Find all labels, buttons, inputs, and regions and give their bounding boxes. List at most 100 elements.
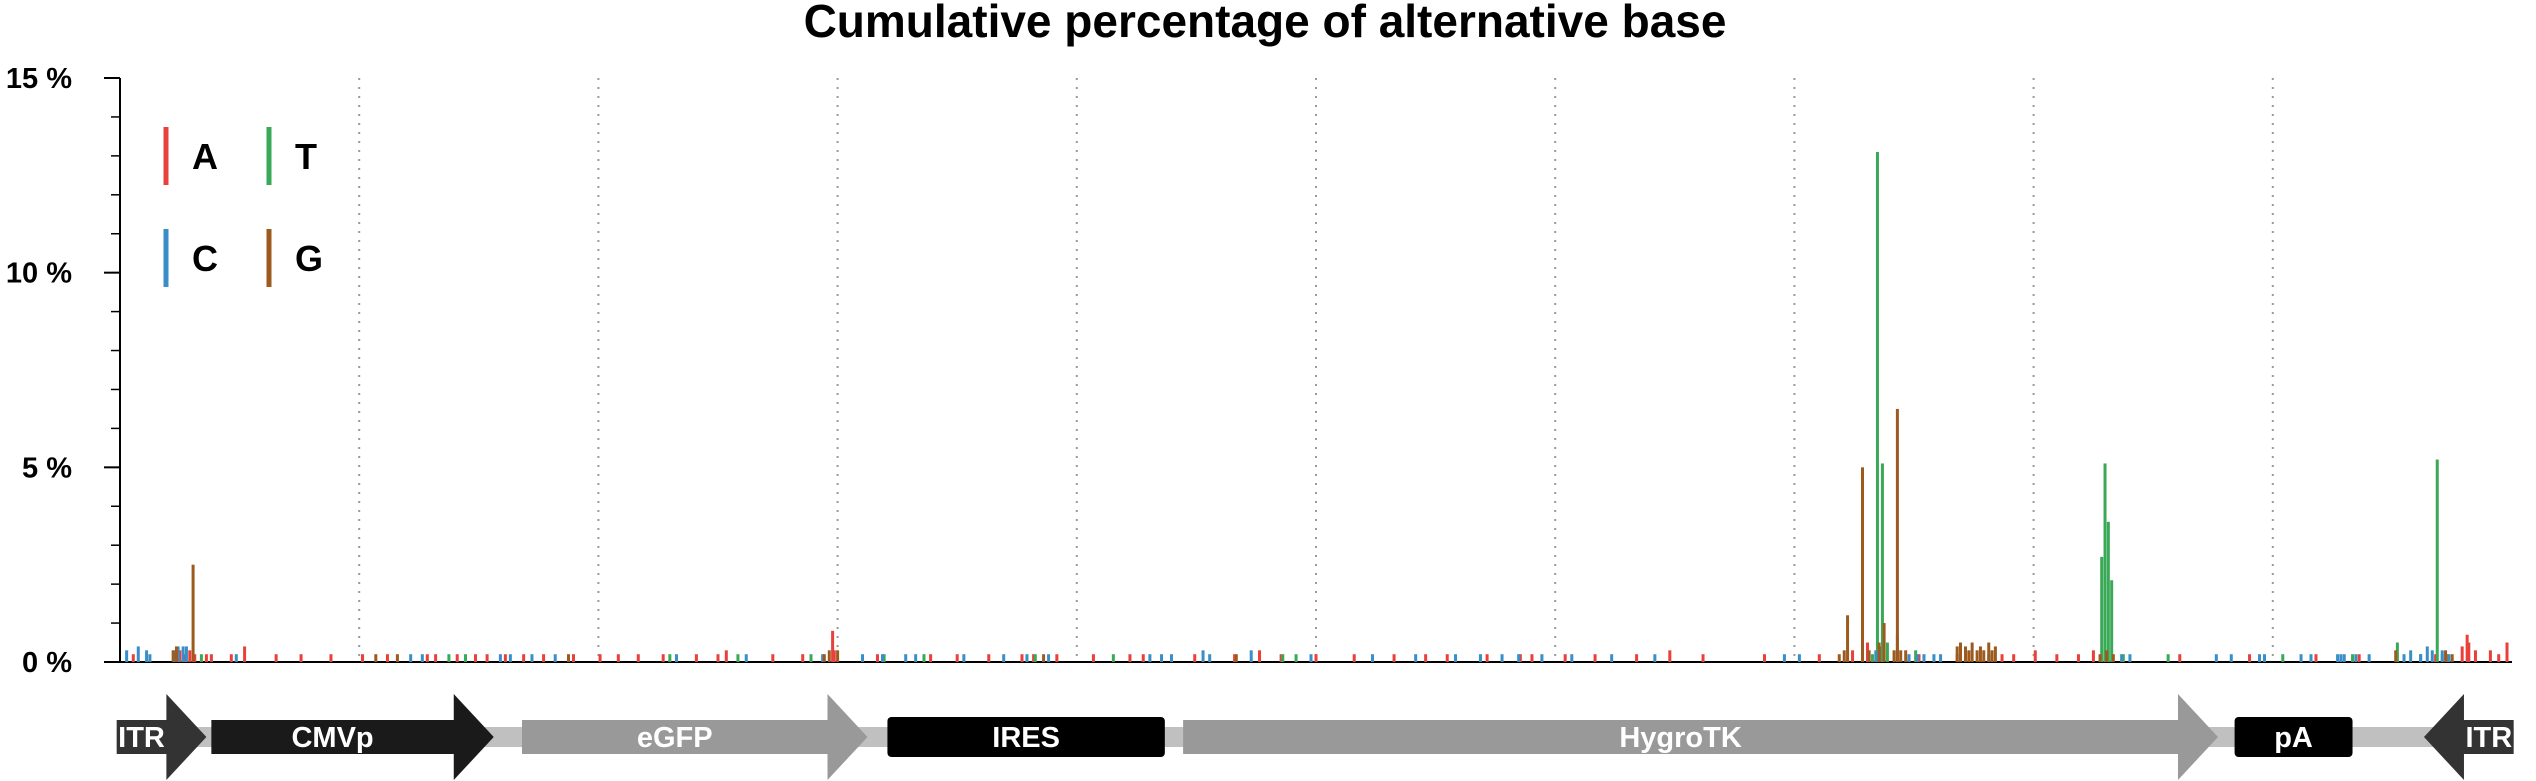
bar-a [1258,650,1262,662]
bar-g [1978,646,1982,662]
feature-itr: ITR [2423,694,2514,780]
bar-c [2262,654,2266,662]
bar-c [1249,650,1253,662]
y-tick-label: 5 % [22,452,72,484]
bar-g [171,650,175,662]
bar-c [2430,650,2434,662]
bar-g [2444,650,2448,662]
bar-g [2450,654,2454,662]
bar-c [1208,654,1212,662]
bar-t [1870,654,1874,662]
feature-ires: IRES [887,717,1165,757]
legend: A T C G [163,127,323,287]
bar-c [1478,654,1482,662]
bar-a [1032,654,1036,662]
bar-g [1861,467,1865,662]
bar-a [434,654,438,662]
bar-a [2460,646,2464,662]
bar-a [1128,654,1132,662]
bar-c [553,654,557,662]
bar-a [1055,654,1059,662]
bar-c [1047,654,1051,662]
bar-g [1982,650,1986,662]
bar-t [464,654,468,662]
bar-t [1885,642,1889,662]
bar-c [1025,654,1029,662]
bar-t [2110,580,2114,662]
bar-a [831,630,835,662]
legend-swatch-t [266,127,272,185]
bar-a [1865,642,1869,662]
bar-t [736,654,740,662]
bar-c [861,654,865,662]
bar-a [2248,654,2252,662]
bar-t [1914,650,1918,662]
bar-c [2409,650,2413,662]
bar-a [188,650,192,662]
bar-t [447,654,451,662]
bar-a [204,654,208,662]
bar-g [191,564,195,662]
bar-a [2434,654,2438,662]
bar-c [2214,654,2218,662]
bar-c [420,654,424,662]
bar-a [2467,642,2471,662]
bar-t [668,654,672,662]
bar-c [914,654,918,662]
bar-c [1148,654,1152,662]
bar-g [1967,650,1971,662]
bar-a [2012,654,2016,662]
bar-c [184,646,188,662]
legend-label-t: T [295,136,317,177]
bar-g [1895,408,1899,662]
bar-g [1846,615,1850,662]
bar-a [661,654,665,662]
bar-a [2465,634,2469,662]
bar-a [716,654,720,662]
bar-c [1454,654,1458,662]
bar-g [827,650,831,662]
bar-g [822,654,826,662]
bar-c [2419,654,2423,662]
y-axis: 0 % 5 % 10 % 15 % [6,63,2512,679]
feature-map: ITR CMVp eGFP IRES HygroTK pA ITR [116,694,2514,780]
bar-g [1904,650,1908,662]
bar-a [522,654,526,662]
bar-a [616,654,620,662]
series-c [125,646,2451,662]
bar-c [1939,654,1943,662]
bar-t [2166,654,2170,662]
bar-t [1111,654,1115,662]
bar-a [694,654,698,662]
bar-a [1563,654,1567,662]
bar-a [503,654,507,662]
feature-arrow [1183,694,2218,780]
bar-c [1653,654,1657,662]
bar-t [2121,654,2125,662]
bar-c [1201,650,1205,662]
bar-t [2106,521,2110,662]
legend-swatch-a [163,127,169,185]
bar-t [922,654,926,662]
feature-cmvp: CMVp [211,694,494,780]
bar-c [880,654,884,662]
bar-g [2105,650,2109,662]
bar-c [181,646,185,662]
bar-g [1042,654,1046,662]
bar-g [374,654,378,662]
bar-g [1899,650,1903,662]
bar-a [955,654,959,662]
bar-c [2120,654,2124,662]
bar-a [929,654,933,662]
bar-g [395,654,399,662]
bar-a [361,654,365,662]
bar-c [1907,654,1911,662]
bar-a [229,654,233,662]
bar-g [1842,650,1846,662]
feature-label: IRES [992,722,1060,754]
bar-a [1668,650,1672,662]
bar-a [1635,654,1639,662]
bar-a [636,654,640,662]
bar-c [2447,654,2451,662]
